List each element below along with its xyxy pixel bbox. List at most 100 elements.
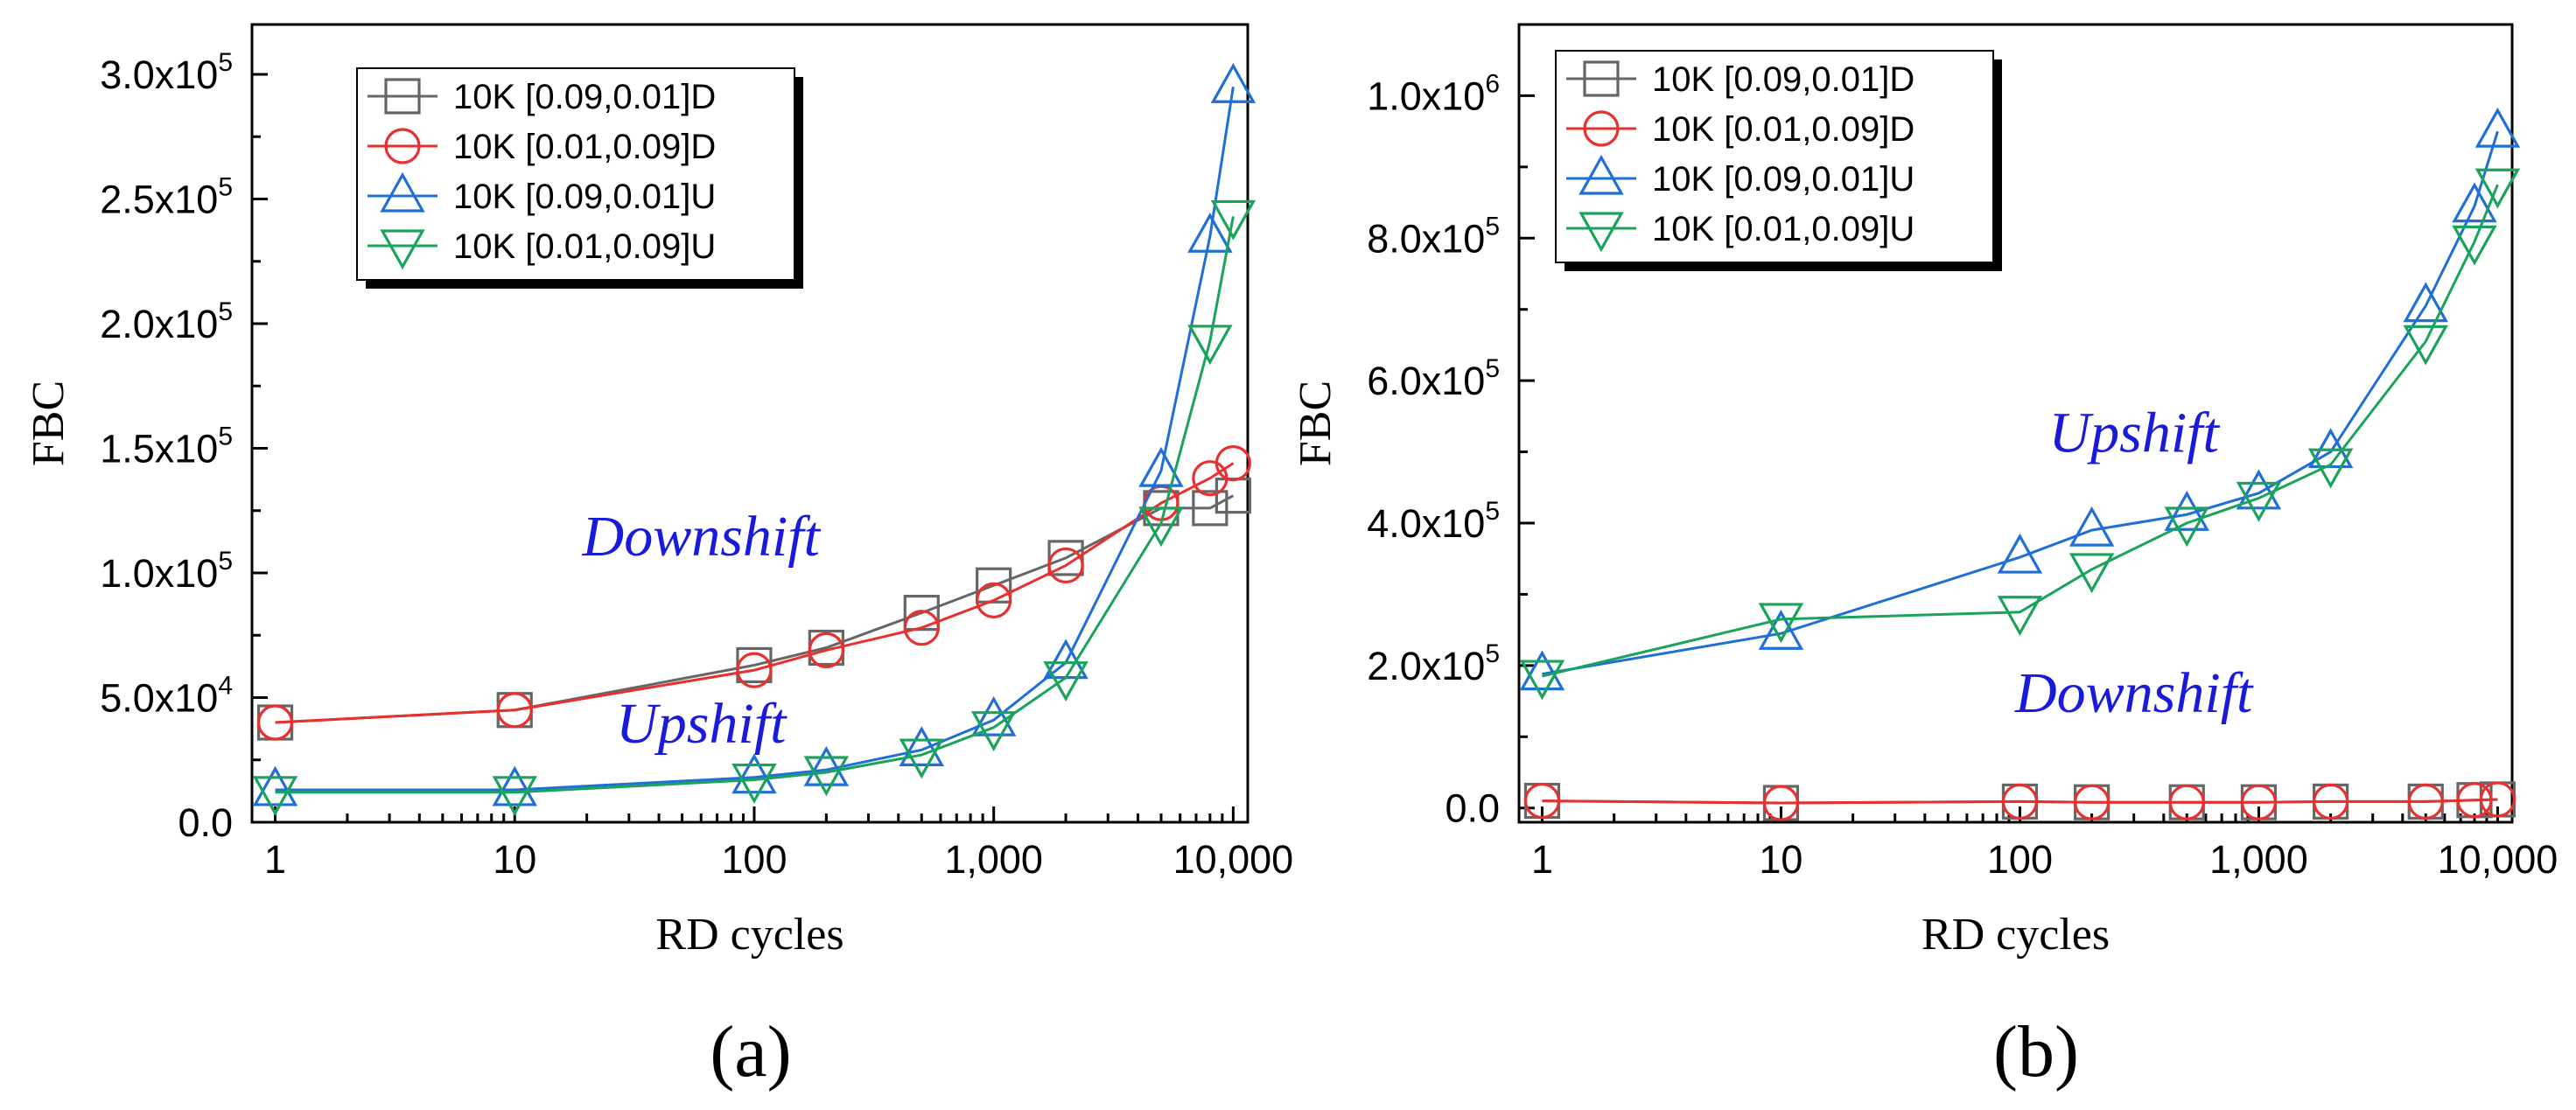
- point-c1-s3-plegend: [1578, 212, 1624, 253]
- annotation-1: Upshift: [616, 692, 788, 756]
- x-tick-label-3: 1,000: [2209, 837, 2308, 882]
- legend-label-1: 10K [0.01,0.09]D: [453, 128, 716, 166]
- point-c0-s0-p8: [1192, 490, 1228, 527]
- point-c1-s3-p0: [1519, 660, 1565, 701]
- legend-label-3: 10K [0.01,0.09]U: [453, 227, 716, 266]
- legend: 10K [0.09,0.01]D 10K [0.01,0.09]D 10K [0.0…: [1555, 50, 2002, 271]
- x-tick-label-4: 10,000: [2438, 837, 2558, 882]
- point-c1-s2-p0: [1519, 650, 1565, 691]
- point-c0-s2-p1: [492, 765, 537, 806]
- point-c1-s2-p3: [2068, 506, 2115, 547]
- point-c0-s0-p5: [976, 567, 1012, 604]
- x-axis-title: RD cycles: [655, 910, 844, 960]
- point-c0-s1-p9: [1214, 444, 1251, 482]
- point-c0-s3-p7: [1138, 506, 1184, 548]
- plot-area: [250, 23, 1250, 824]
- point-c1-s1-p0: [1523, 782, 1561, 820]
- legend-item-2: 10K [0.09,0.01]U: [1566, 154, 1914, 199]
- point-c0-s3-p4: [899, 738, 945, 779]
- y-tick-label-3: 6.0x105: [1367, 354, 1500, 403]
- point-c0-s2-plegend: [380, 171, 425, 213]
- y-tick-label-6: 3.0x105: [100, 48, 233, 97]
- x-tick-label-4: 10,000: [1173, 837, 1294, 882]
- point-c0-s2-p5: [970, 695, 1017, 737]
- point-c1-s1-plegend: [1583, 110, 1620, 147]
- point-c1-s1-p8: [2456, 782, 2493, 819]
- legend-label-0: 10K [0.09,0.01]D: [453, 78, 716, 116]
- panel-a: 1 10 100 1,000 10,000 0.0 5.0x104 1.0x105 1.5x10…: [24, 23, 1293, 1093]
- point-c0-s0-p6: [1047, 540, 1084, 576]
- x-tick-label-2: 100: [1987, 837, 2053, 882]
- point-c1-s2-p2: [1997, 533, 2043, 574]
- point-c0-s3-p6: [1043, 661, 1088, 702]
- point-c0-s1-plegend: [384, 128, 421, 164]
- y-axis-title: FBC: [24, 380, 74, 466]
- point-c0-s2-p3: [803, 745, 850, 786]
- annotation-1: Downshift: [2014, 661, 2254, 725]
- point-c1-s3-p4: [2164, 506, 2209, 548]
- point-c0-s3-p9: [1210, 199, 1256, 241]
- legend-label-2: 10K [0.09,0.01]U: [453, 178, 716, 216]
- point-c1-s3-p6: [2307, 448, 2354, 489]
- y-axis-title: FBC: [1291, 380, 1340, 466]
- point-c1-s2-p9: [2474, 107, 2521, 148]
- point-c0-s2-p0: [252, 765, 298, 806]
- point-c0-s1-p4: [903, 610, 940, 646]
- point-c0-s1-p5: [976, 582, 1012, 618]
- legend-item-0: 10K [0.09,0.01]D: [1566, 60, 1914, 99]
- legend-label-0: 10K [0.09,0.01]D: [1652, 60, 1914, 99]
- point-c0-s3-plegend: [380, 229, 425, 270]
- series-3: [1519, 168, 2521, 701]
- point-c1-s1-p5: [2240, 784, 2278, 820]
- y-tick-label-4: 2.0x105: [100, 297, 233, 346]
- y-axis: 0.0 2.0x105 4.0x105 6.0x105 8.0x105 1.0x106: [1367, 69, 1535, 831]
- point-c0-s0-p4: [903, 594, 940, 632]
- y-tick-label-5: 1.0x106: [1367, 69, 1500, 118]
- point-c0-s2-p7: [1138, 446, 1184, 487]
- x-tick-label-2: 100: [721, 837, 787, 882]
- point-c1-s1-p4: [2168, 784, 2205, 820]
- legend-item-0: 10K [0.09,0.01]D: [368, 78, 716, 116]
- series-line-1: [275, 462, 1235, 724]
- point-c1-s2-p1: [1758, 609, 1804, 650]
- point-c0-s0-plegend: [384, 78, 421, 115]
- point-c1-s2-p5: [2236, 469, 2282, 510]
- x-tick-label-0: 1: [1531, 837, 1553, 882]
- series-1: [256, 444, 1251, 741]
- point-c1-s2-p7: [2403, 282, 2448, 323]
- point-c1-s1-p9: [2479, 781, 2516, 818]
- y-tick-label-0: 0.0: [1445, 786, 1500, 831]
- x-axis: 1 10 100 1,000 10,000: [1531, 806, 2558, 882]
- point-c1-s3-p5: [2236, 481, 2282, 522]
- point-c0-s1-p1: [496, 692, 533, 729]
- x-axis: 1 10 100 1,000 10,000: [264, 806, 1293, 882]
- x-tick-label-0: 1: [264, 837, 286, 882]
- y-tick-label-1: 2.0x105: [1367, 639, 1500, 688]
- series-line-2: [275, 87, 1235, 792]
- panel-b: 1 10 100 1,000 10,000 0.0 2.0x105 4.0x105 6.0x10…: [1291, 23, 2558, 1093]
- point-c1-s3-p7: [2403, 325, 2448, 366]
- point-c0-s3-p5: [970, 711, 1017, 751]
- point-c1-s2-plegend: [1578, 154, 1624, 195]
- legend-item-3: 10K [0.01,0.09]U: [368, 227, 716, 270]
- legend-label-2: 10K [0.09,0.01]U: [1652, 160, 1914, 199]
- series-line-1: [1542, 798, 2498, 805]
- point-c0-s3-p0: [252, 776, 298, 817]
- y-tick-label-5: 2.5x105: [100, 173, 233, 222]
- legend-item-2: 10K [0.09,0.01]U: [368, 171, 716, 216]
- series-3: [252, 199, 1256, 817]
- point-c0-s2-p9: [1210, 62, 1256, 103]
- legend: 10K [0.09,0.01]D 10K [0.01,0.09]D 10K [0.0…: [356, 67, 803, 289]
- y-axis: 0.0 5.0x104 1.0x105 1.5x105 2.0x105 2.5x105 3.…: [100, 48, 268, 845]
- y-tick-label-0: 0.0: [178, 800, 233, 845]
- point-c1-s1-p6: [2313, 783, 2349, 820]
- series-line-3: [275, 216, 1235, 794]
- y-tick-label-2: 4.0x105: [1367, 497, 1500, 546]
- legend-label-1: 10K [0.01,0.09]D: [1652, 110, 1914, 149]
- series-line-2: [1542, 130, 2499, 676]
- point-c1-s1-p3: [2074, 784, 2110, 820]
- series-1: [1523, 781, 2516, 821]
- x-tick-label-1: 10: [493, 837, 536, 882]
- point-c0-s3-p3: [803, 756, 850, 797]
- point-c0-s1-p0: [256, 704, 294, 741]
